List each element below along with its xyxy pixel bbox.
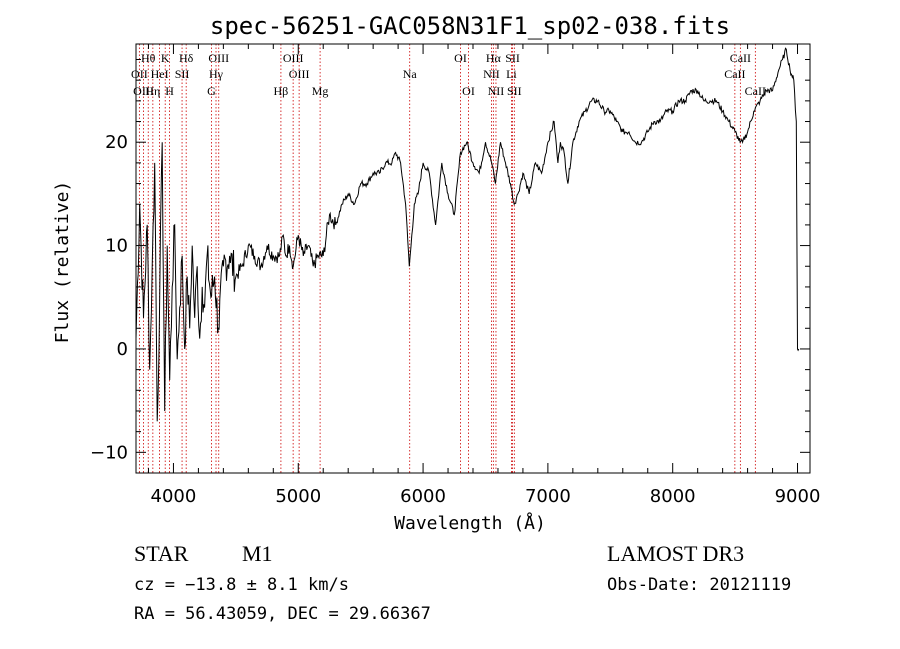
spectral-line-label: OIII: [208, 51, 229, 65]
plot-frame: [135, 43, 811, 474]
y-tick-label: −10: [90, 442, 128, 463]
spectral-line-label: H: [165, 84, 174, 98]
spectral-line-label: OIII: [133, 84, 154, 98]
y-tick-label: 10: [105, 236, 128, 257]
spectral-line-markers: [138, 44, 756, 473]
spectral-line-label: G: [207, 84, 216, 98]
spectral-line-label: Hγ: [209, 67, 224, 81]
survey-name: LAMOST DR3: [607, 541, 744, 566]
x-tick-label: 7000: [525, 486, 571, 507]
spectral-line-label: SII: [507, 84, 522, 98]
y-axis-label: Flux (relative): [52, 181, 73, 344]
spectral-line-label: Mg: [312, 84, 329, 98]
flux-series: [135, 47, 800, 422]
spectral-line-label: CaII: [724, 67, 745, 81]
chart-title: spec-56251-GAC058N31F1_sp02-038.fits: [210, 12, 730, 40]
spectral-line-label: HeI: [151, 67, 169, 81]
spectral-line-label: OI: [454, 51, 467, 65]
flux-line: [135, 47, 800, 422]
spectral-line-label: OI: [462, 84, 475, 98]
spectral-line-label: OIII: [289, 67, 310, 81]
spectral-line-label: OII: [131, 67, 148, 81]
y-tick-label: 20: [105, 132, 128, 153]
redshift-readout: cz = −13.8 ± 8.1 km/s: [134, 575, 349, 595]
object-subclass: M1: [242, 541, 273, 566]
y-tick-label: 0: [117, 339, 128, 360]
spectral-line-label: CaII: [745, 84, 766, 98]
spectral-line-label: K: [161, 51, 170, 65]
x-tick-label: 4000: [151, 486, 197, 507]
spectral-line-label: Hη: [145, 84, 160, 98]
x-tick-label: 8000: [650, 486, 696, 507]
x-tick-label: 5000: [275, 486, 321, 507]
spectral-line-label: NII: [483, 67, 500, 81]
x-axis-ticks: 4000 5000 6000 7000 8000 9000: [147, 44, 821, 507]
x-tick-label: 9000: [775, 486, 821, 507]
spectral-line-label: Na: [403, 67, 418, 81]
spectral-line-label: Hθ: [141, 51, 156, 65]
y-axis-ticks: −10 0 10 20: [90, 59, 810, 463]
object-class: STAR: [134, 541, 189, 566]
x-axis-label: Wavelength (Å): [394, 512, 546, 534]
spectral-line-label: Hβ: [274, 84, 289, 98]
spectral-line-label: Hα: [486, 51, 502, 65]
spectral-line-label: OIII: [283, 51, 304, 65]
spectral-line-label: CaII: [730, 51, 751, 65]
spectral-line-label: SII: [175, 67, 190, 81]
observation-date: Obs-Date: 20121119: [607, 575, 791, 595]
x-tick-label: 6000: [400, 486, 446, 507]
coordinates-readout: RA = 56.43059, DEC = 29.66367: [134, 604, 431, 624]
spectral-line-label: NII: [488, 84, 505, 98]
spectral-line-label: Li: [506, 67, 517, 81]
spectral-line-label: Hδ: [179, 51, 194, 65]
spectral-line-label: SII: [505, 51, 520, 65]
